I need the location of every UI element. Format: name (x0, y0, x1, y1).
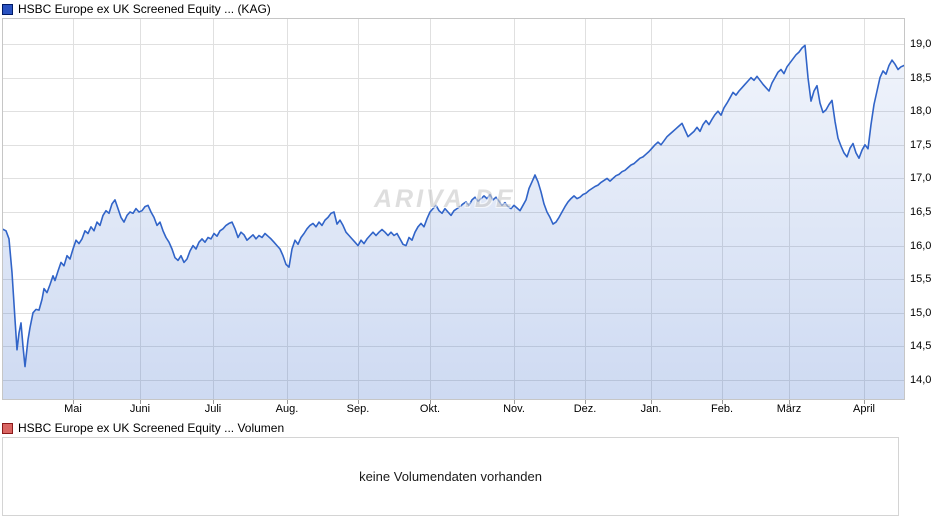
y-axis-label: 17,5 (910, 138, 932, 151)
x-axis-label: Nov. (503, 403, 525, 415)
price-chart-plot[interactable] (2, 18, 905, 400)
y-axis-label: 19,0 (910, 38, 932, 50)
x-axis-tick (585, 400, 586, 404)
x-axis-label: Juli (204, 403, 222, 415)
x-axis-tick (722, 400, 723, 404)
y-axis-label: 14,0 (910, 374, 932, 386)
x-axis-label: Mai (64, 403, 82, 415)
x-axis-tick (287, 400, 288, 404)
volume-panel: keine Volumendaten vorhanden (2, 437, 899, 516)
x-axis-label: März (776, 403, 802, 415)
x-axis-tick (651, 400, 652, 404)
x-axis-tick (430, 400, 431, 404)
x-axis-tick (358, 400, 359, 404)
price-line (2, 44, 905, 368)
x-axis-label: April (852, 403, 876, 415)
x-axis-label: Sep. (346, 403, 370, 415)
y-axis-label: 16,5 (910, 206, 932, 218)
y-axis-label: 15,5 (910, 273, 932, 286)
x-axis-tick (789, 400, 790, 404)
volume-legend-label: HSBC Europe ex UK Screened Equity ... Vo… (18, 421, 285, 435)
x-axis-tick (140, 400, 141, 404)
x-axis-tick (514, 400, 515, 404)
y-axis-label: 14,5 (910, 340, 932, 353)
y-axis-label: 18,5 (910, 71, 932, 84)
price-legend: HSBC Europe ex UK Screened Equity ... (K… (2, 1, 271, 17)
price-series-swatch-icon (2, 3, 13, 15)
x-axis-label: Aug. (275, 403, 299, 415)
volume-empty-message: keine Volumendaten vorhanden (359, 469, 542, 484)
x-axis-label: Juni (129, 403, 151, 415)
y-axis-label: 18,0 (910, 105, 932, 118)
x-axis-label: Okt. (419, 403, 441, 415)
x-axis-label: Jan. (640, 403, 662, 415)
y-axis-label: 17,0 (910, 172, 932, 185)
price-legend-label: HSBC Europe ex UK Screened Equity ... (K… (18, 2, 271, 16)
volume-series-swatch-icon (2, 422, 13, 434)
y-axis-label: 15,0 (910, 306, 932, 319)
x-axis-tick (864, 400, 865, 404)
plot-border (2, 18, 905, 400)
x-axis-label: Feb. (710, 403, 734, 415)
x-axis-tick (73, 400, 74, 404)
volume-legend: HSBC Europe ex UK Screened Equity ... Vo… (2, 420, 284, 436)
x-axis-tick (213, 400, 214, 404)
y-axis-label: 16,0 (910, 239, 932, 252)
price-area-fill (2, 45, 904, 400)
x-axis-label: Dez. (573, 403, 597, 415)
